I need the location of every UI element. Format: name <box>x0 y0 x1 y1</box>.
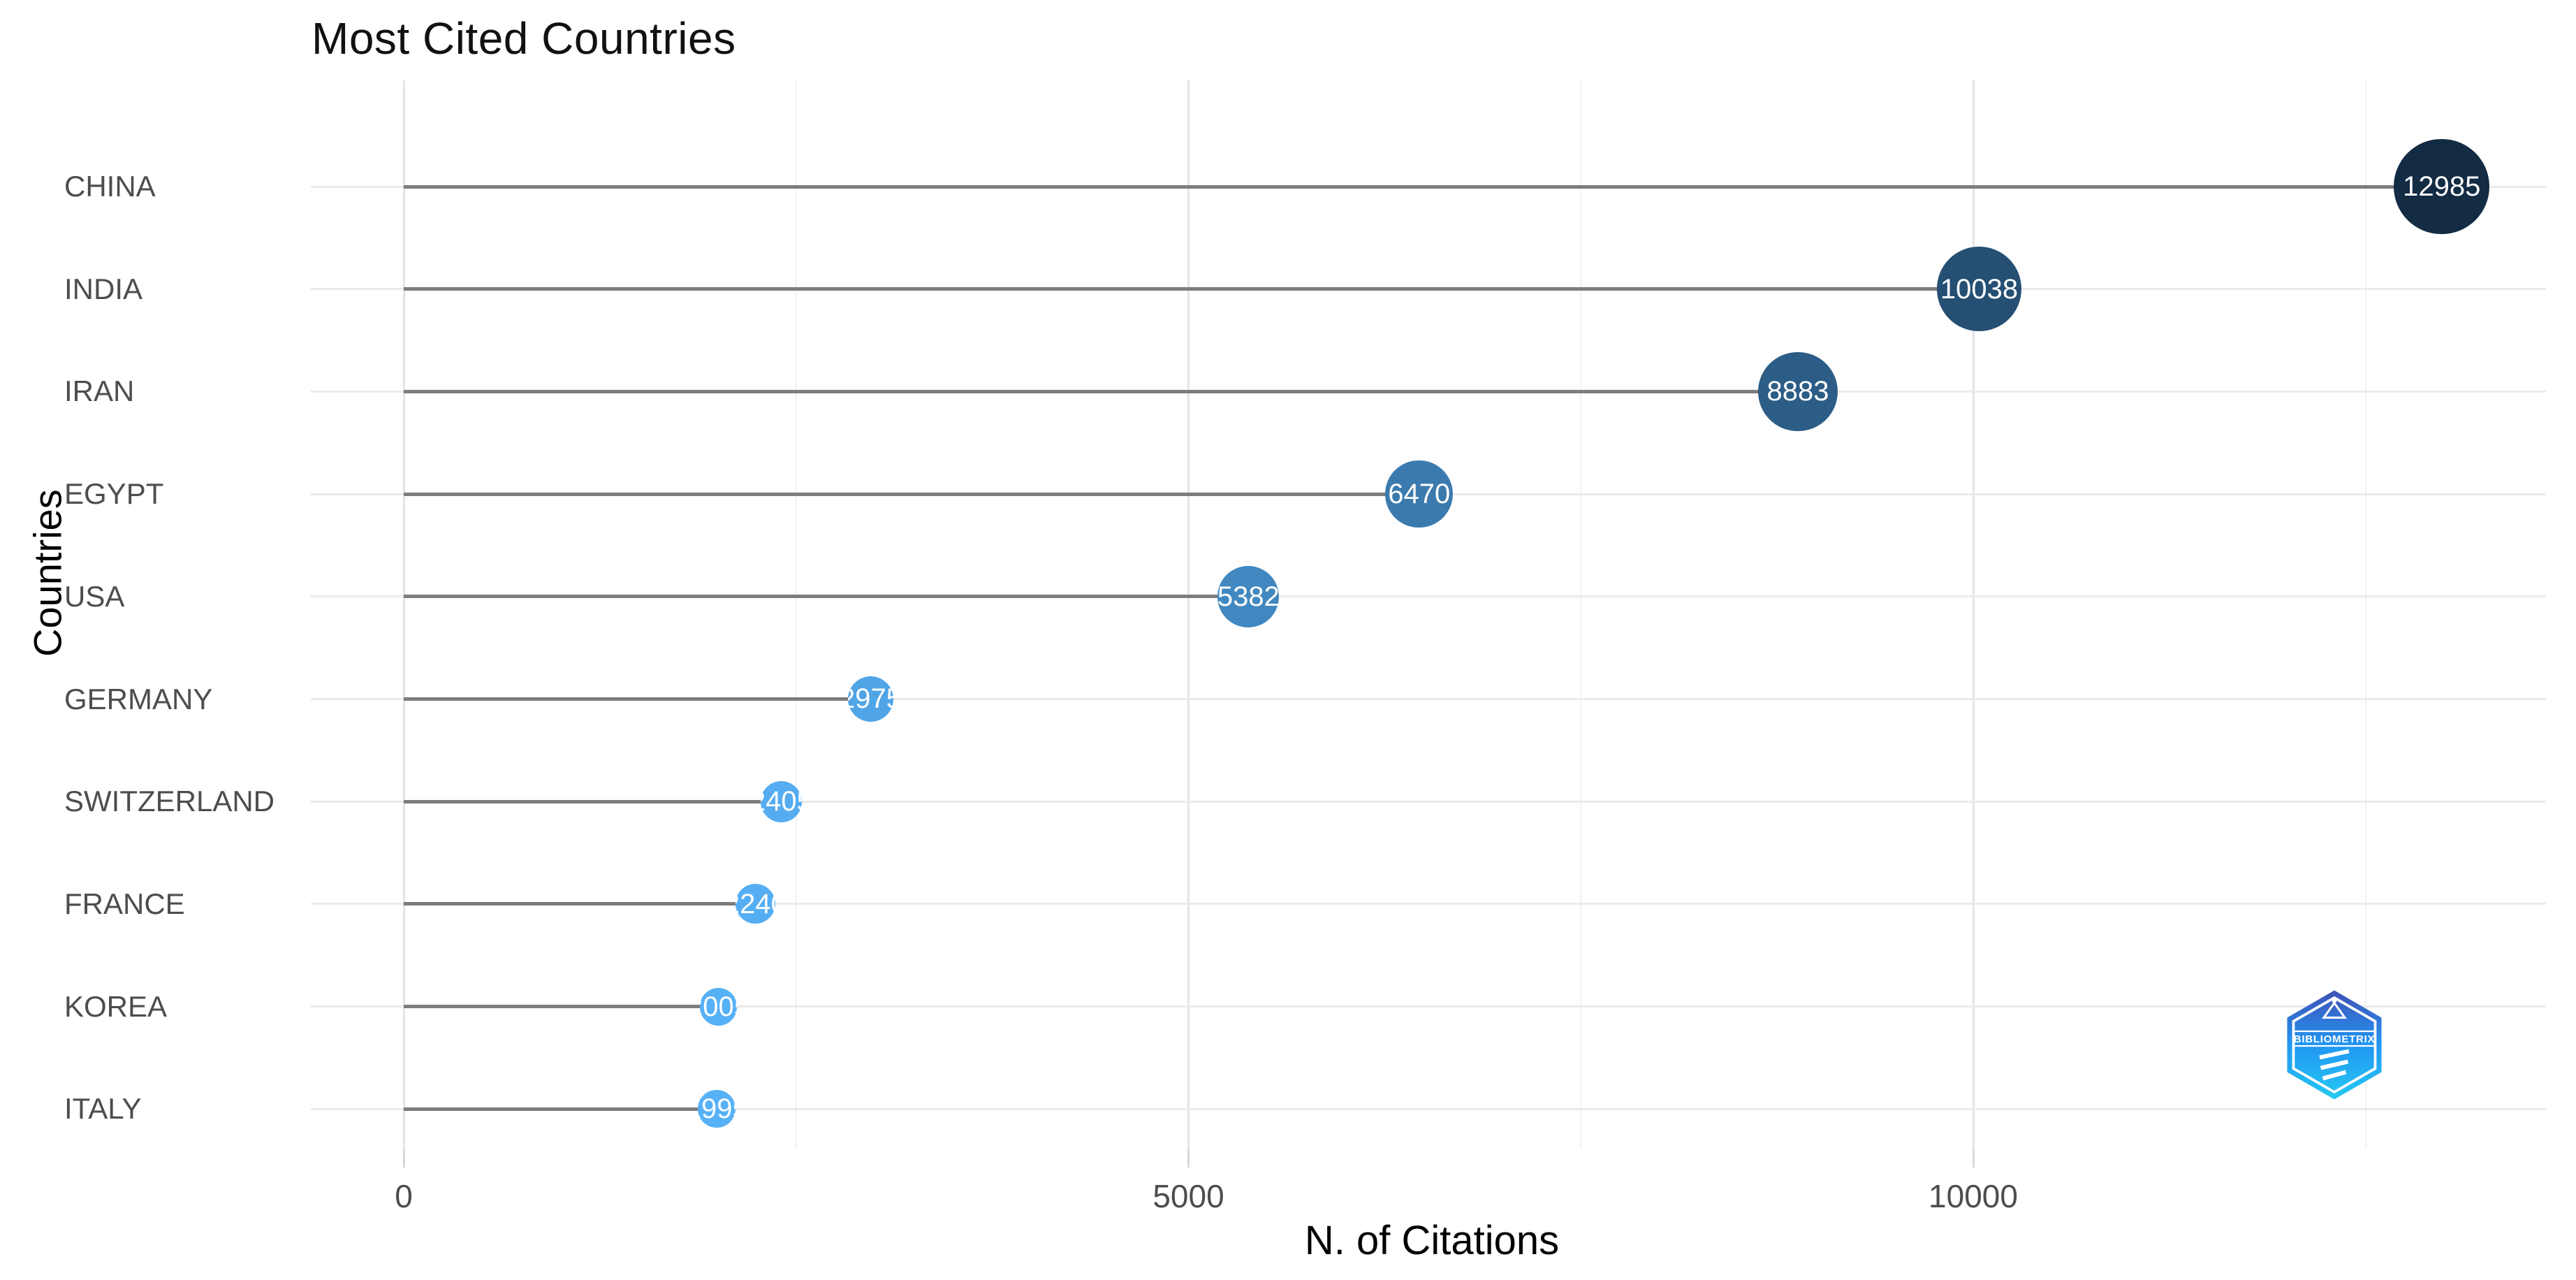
lollipop-stem <box>404 492 1419 496</box>
logo-hexagon <box>2287 990 2382 1100</box>
country-label: KOREA <box>64 989 168 1023</box>
lollipop-stem <box>404 697 871 701</box>
lollipop-stem <box>404 595 1249 599</box>
data-point-bubble: 8883 <box>1758 351 1838 432</box>
row-gridline <box>311 698 2546 700</box>
data-point-bubble: 2240 <box>735 884 775 924</box>
data-point-bubble: 12985 <box>2394 138 2490 235</box>
data-point-bubble: 5382 <box>1217 565 1280 627</box>
data-point-bubble: 2975 <box>847 676 894 722</box>
x-minor-gridline <box>2364 80 2366 1149</box>
chart-title: Most Cited Countries <box>312 13 736 64</box>
x-major-gridline <box>1187 80 1190 1149</box>
x-minor-gridline <box>795 80 797 1149</box>
x-tick-mark <box>1972 1149 1975 1168</box>
row-gridline <box>311 1107 2546 1110</box>
country-label: SWITZERLAND <box>64 785 275 818</box>
data-point-bubble: 2005 <box>699 987 738 1026</box>
x-tick-mark <box>1187 1149 1190 1168</box>
row-gridline <box>311 903 2546 906</box>
x-minor-gridline <box>1580 80 1582 1149</box>
x-tick-mark <box>402 1149 405 1168</box>
country-label: ITALY <box>64 1092 142 1126</box>
country-label: GERMANY <box>64 682 213 715</box>
x-tick-label: 0 <box>395 1178 413 1214</box>
data-point-bubble: 10038 <box>1937 247 2021 331</box>
country-label: USA <box>64 579 125 613</box>
row-gridline <box>311 800 2546 803</box>
x-tick-label: 10000 <box>1929 1178 2018 1214</box>
country-label: CHINA <box>64 170 156 203</box>
bibliometrix-logo-icon: BIBLIOMETRIX <box>2287 990 2382 1100</box>
lollipop-stem <box>404 1005 719 1009</box>
x-major-gridline <box>402 80 405 1149</box>
lollipop-stem <box>404 389 1798 393</box>
lollipop-stem <box>404 799 782 803</box>
logo-lighthouse-body <box>2319 1049 2350 1081</box>
y-axis-title: Countries <box>25 489 70 657</box>
lollipop-stem <box>404 287 1979 291</box>
x-axis-title: N. of Citations <box>1304 1218 1560 1263</box>
country-label: EGYPT <box>64 477 164 511</box>
x-tick-label: 5000 <box>1152 1178 1224 1214</box>
row-gridline <box>311 1005 2546 1008</box>
lollipop-stem <box>404 902 756 906</box>
x-major-gridline <box>1972 80 1975 1149</box>
data-point-bubble: 2405 <box>760 780 802 822</box>
country-label: FRANCE <box>64 887 185 920</box>
data-point-bubble: 6470 <box>1385 460 1454 528</box>
lollipop-stem <box>404 1107 717 1111</box>
logo-lighthouse-roof <box>2322 1001 2347 1019</box>
row-gridline <box>311 595 2546 598</box>
logo-text: BIBLIOMETRIX <box>2294 1033 2376 1045</box>
lollipop-stem <box>404 184 2442 189</box>
country-label: IRAN <box>64 374 135 408</box>
data-point-bubble: 1995 <box>698 1090 736 1128</box>
country-label: INDIA <box>64 272 143 305</box>
